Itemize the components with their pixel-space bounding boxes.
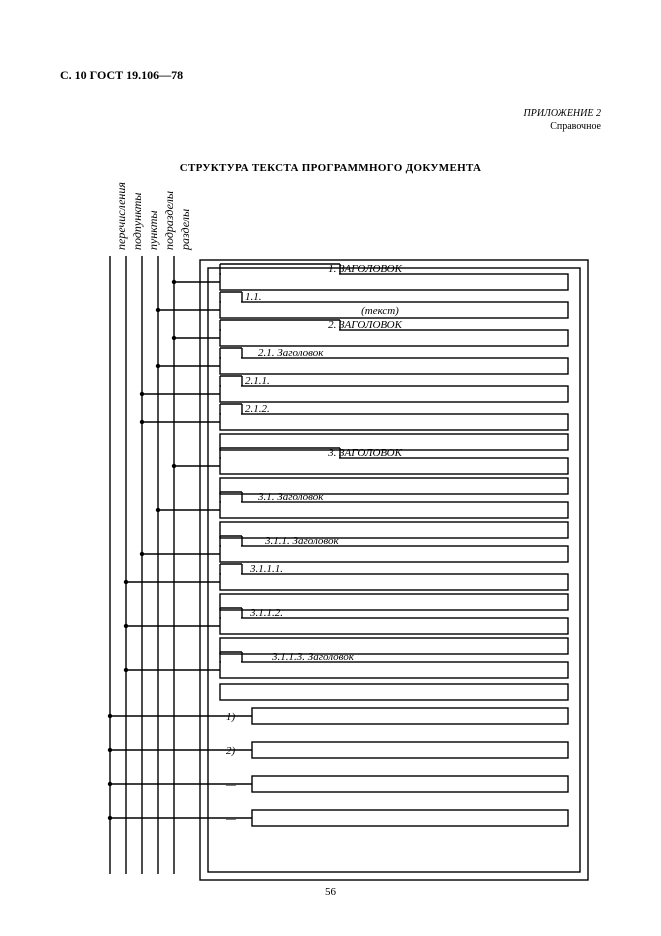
level-label: подразделы — [162, 191, 177, 250]
appendix-label: ПРИЛОЖЕНИЕ 2 — [524, 108, 602, 119]
level-label: пункты — [146, 210, 161, 250]
svg-text:3.1.1.1.: 3.1.1.1. — [249, 563, 283, 575]
svg-text:2. ЗАГОЛОВОК: 2. ЗАГОЛОВОК — [328, 319, 402, 331]
page-reference: С. 10 ГОСТ 19.106—78 — [60, 68, 183, 83]
svg-text:3.1.1. Заголовок: 3.1.1. Заголовок — [264, 535, 340, 547]
diagram-title: СТРУКТУРА ТЕКСТА ПРОГРАММНОГО ДОКУМЕНТА — [0, 162, 661, 174]
svg-text:2.1.2.: 2.1.2. — [245, 403, 270, 415]
level-label: перечисления — [114, 182, 129, 250]
svg-text:2.1.1.: 2.1.1. — [245, 375, 270, 387]
svg-text:3.1.1.2.: 3.1.1.2. — [249, 607, 283, 619]
svg-text:3.1. Заголовок: 3.1. Заголовок — [257, 491, 324, 503]
svg-text:1): 1) — [226, 711, 236, 723]
level-label: разделы — [178, 209, 193, 250]
svg-text:(текст): (текст) — [361, 305, 399, 317]
svg-text:2.1. Заголовок: 2.1. Заголовок — [258, 347, 324, 359]
appendix-sublabel: Справочное — [550, 121, 601, 132]
svg-text:—: — — [225, 779, 236, 791]
svg-text:3.1.1.3. Заголовок: 3.1.1.3. Заголовок — [271, 651, 355, 663]
svg-text:3. ЗАГОЛОВОК: 3. ЗАГОЛОВОК — [327, 447, 402, 459]
svg-text:—: — — [225, 813, 236, 825]
level-label: подпункты — [130, 193, 145, 250]
svg-text:2): 2) — [226, 745, 236, 757]
structure-diagram: 1. ЗАГОЛОВОК 1.1. (текст) 2. ЗАГОЛОВОК 2.1. … — [100, 184, 600, 894]
svg-text:1. ЗАГОЛОВОК: 1. ЗАГОЛОВОК — [328, 263, 402, 275]
svg-text:1.1.: 1.1. — [245, 291, 262, 303]
